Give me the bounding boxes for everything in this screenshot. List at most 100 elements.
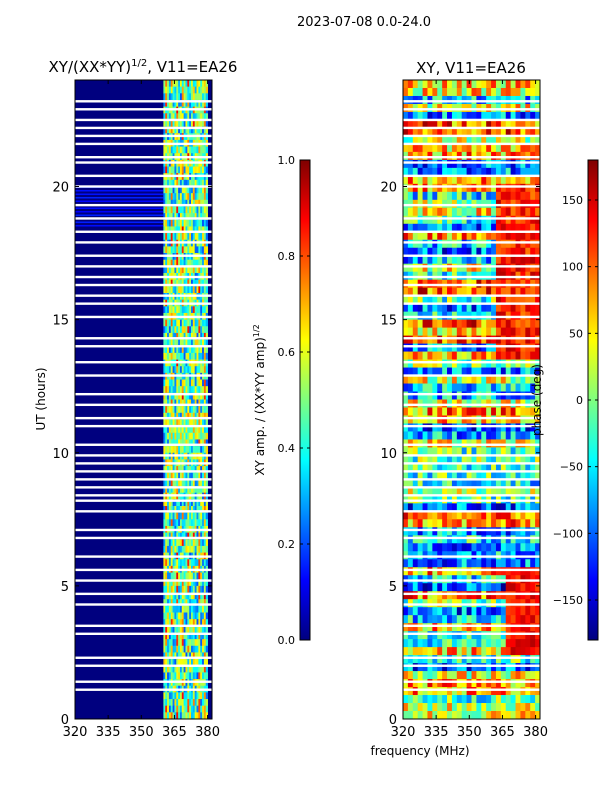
amplitude-cell — [189, 93, 192, 101]
amplitude-cell — [179, 206, 183, 214]
amplitude-cell — [192, 652, 196, 660]
amplitude-cell — [189, 612, 192, 620]
phase-cell — [447, 519, 453, 528]
phase-cell — [505, 343, 512, 352]
amplitude-cell — [174, 306, 177, 314]
amplitude-cell — [187, 692, 190, 700]
amplitude-cell — [178, 632, 181, 640]
amplitude-cell — [176, 446, 179, 454]
amplitude-cell — [200, 352, 203, 360]
amplitude-cell — [192, 692, 196, 700]
phase-cell — [432, 479, 438, 488]
amplitude-cell — [192, 592, 196, 600]
amplitude-cell — [183, 259, 186, 267]
amplitude-cell — [163, 332, 166, 340]
amplitude-cell — [205, 412, 208, 420]
amplitude-cell — [202, 119, 205, 127]
phase-cell — [500, 679, 507, 688]
amplitude-cell — [191, 599, 194, 607]
amplitude-cell — [200, 386, 203, 394]
phase-cell — [486, 407, 492, 416]
phase-cell — [432, 383, 438, 392]
amplitude-flag-gap — [75, 217, 212, 220]
amplitude-cell — [189, 412, 192, 420]
amplitude-cell — [191, 99, 194, 108]
phase-cell — [476, 87, 482, 97]
phase-cell — [495, 559, 502, 568]
phase-cell — [447, 159, 453, 169]
phase-cell — [466, 607, 472, 616]
phase-cell — [447, 615, 453, 624]
amplitude-cell — [203, 319, 207, 327]
phase-cell — [437, 591, 443, 600]
amplitude-cell — [165, 193, 168, 201]
amplitude-cell — [187, 206, 190, 214]
amplitude-cell — [170, 339, 173, 347]
amplitude-cell — [167, 233, 170, 241]
phase-cell — [530, 415, 536, 424]
phase-cell — [476, 335, 482, 344]
amplitude-cell — [205, 639, 208, 647]
phase-cell — [535, 559, 540, 568]
amplitude-flag-gap — [75, 536, 212, 540]
phase-cell — [432, 623, 438, 632]
phase-cell — [437, 447, 443, 456]
amplitude-cell — [174, 246, 177, 254]
phase-cell — [403, 503, 409, 512]
phase-cell — [412, 655, 419, 664]
phase-cell — [486, 287, 492, 297]
phase-cell — [486, 231, 492, 241]
phase-cell — [447, 135, 453, 145]
phase-cell — [456, 639, 463, 648]
amplitude-cell — [174, 219, 177, 227]
amplitude-cell — [187, 246, 190, 254]
amplitude-cell — [165, 332, 168, 340]
phase-cell — [476, 679, 482, 688]
amplitude-cell — [172, 652, 175, 660]
amplitude-cell — [167, 266, 170, 274]
phase-cell — [515, 455, 521, 464]
amplitude-flag-gap — [75, 443, 212, 446]
phase-cell — [495, 407, 502, 416]
amplitude-cell — [174, 199, 177, 207]
amplitude-cell — [194, 506, 197, 514]
amplitude-cell — [168, 665, 172, 673]
phase-cell — [525, 159, 531, 169]
amplitude-cell — [172, 645, 175, 653]
phase-cell — [486, 143, 492, 153]
amplitude-cell — [170, 99, 173, 108]
phase-cell — [466, 247, 472, 257]
amplitude-cell — [191, 86, 194, 94]
phase-cell — [471, 631, 477, 640]
phase-cell — [447, 639, 453, 648]
phase-cell — [525, 367, 531, 376]
amplitude-cell — [194, 406, 197, 414]
amplitude-cell — [191, 352, 194, 360]
amplitude-cell — [168, 99, 172, 108]
phase-cell — [515, 487, 521, 496]
phase-cell — [515, 663, 521, 672]
amplitude-cell — [196, 446, 199, 454]
phase-cell — [481, 431, 487, 440]
amplitude-cell — [176, 326, 179, 334]
phase-cell — [500, 671, 507, 680]
amplitude-cell — [198, 226, 201, 234]
phase-cell — [535, 215, 540, 225]
amplitude-cell — [165, 479, 168, 487]
phase-cell — [495, 663, 502, 672]
phase-flag-gap — [403, 126, 540, 130]
amplitude-cell — [189, 632, 192, 640]
amplitude-cell — [191, 645, 194, 653]
phase-cell — [417, 591, 423, 600]
amplitude-cell — [174, 419, 177, 427]
amplitude-y-tick-label: 20 — [52, 181, 69, 196]
phase-cell — [451, 111, 458, 121]
phase-cell — [442, 247, 448, 257]
phase-cell — [471, 215, 477, 225]
amplitude-cell — [170, 612, 173, 620]
amplitude-flag-gap — [75, 156, 212, 159]
phase-cell — [442, 519, 448, 528]
phase-cell — [461, 543, 468, 552]
phase-cell — [451, 175, 458, 185]
amplitude-cell — [183, 246, 186, 254]
